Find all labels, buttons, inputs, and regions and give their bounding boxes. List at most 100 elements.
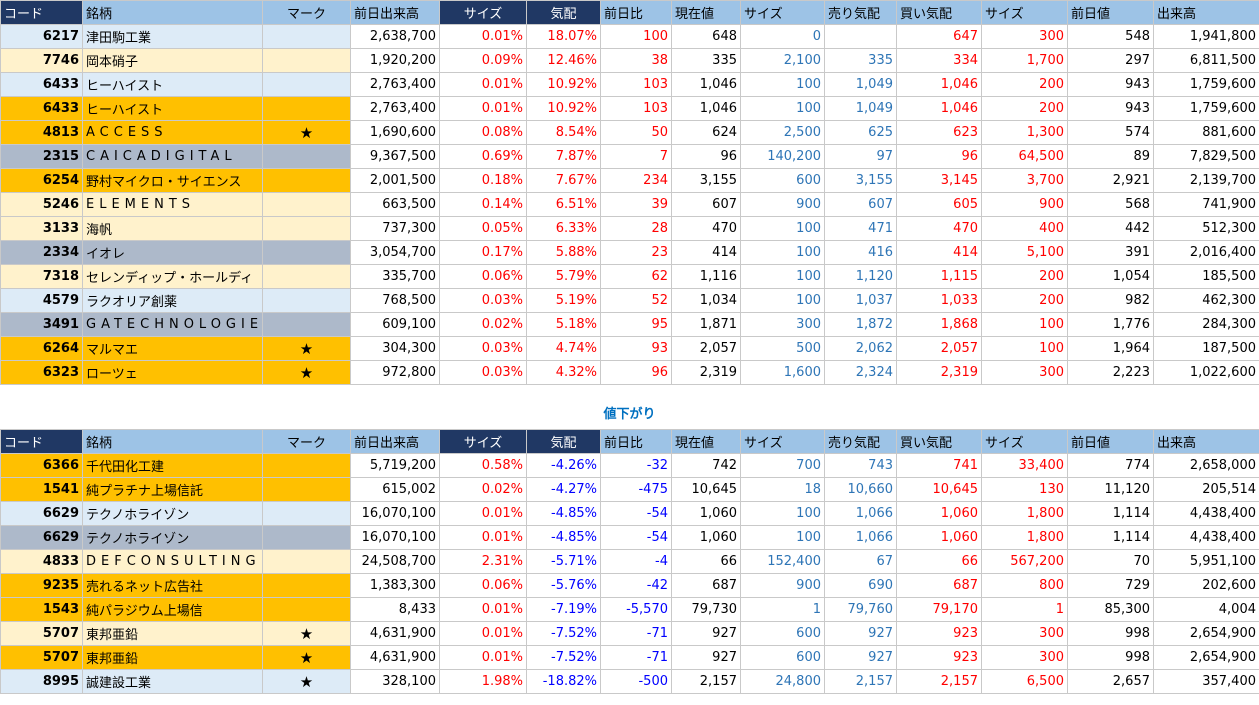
price-cell[interactable]: 1,034 <box>671 288 741 313</box>
change-cell[interactable]: -5,570 <box>600 597 672 622</box>
ask-cell[interactable]: 3,155 <box>824 168 897 193</box>
change-cell[interactable]: 103 <box>600 72 672 97</box>
stock-code[interactable]: 9235 <box>0 573 83 598</box>
ask-cell[interactable]: 1,037 <box>824 288 897 313</box>
stock-name[interactable]: テクノホライゾン <box>82 525 263 550</box>
stock-name[interactable]: ヒーハイスト <box>82 72 263 97</box>
prev-volume-cell[interactable]: 16,070,100 <box>350 501 440 526</box>
change-cell[interactable]: 103 <box>600 96 672 121</box>
prev-volume-cell[interactable]: 328,100 <box>350 669 440 694</box>
stock-name[interactable]: 誠建設工業 <box>82 669 263 694</box>
size1-cell[interactable]: 900 <box>740 573 825 598</box>
size-pct-cell[interactable]: 0.08% <box>439 120 527 145</box>
stock-name[interactable]: 純プラチナ上場信託 <box>82 477 263 502</box>
volume-cell[interactable]: 881,600 <box>1153 120 1259 145</box>
bid-cell[interactable]: 687 <box>896 573 982 598</box>
stock-code[interactable]: 6433 <box>0 72 83 97</box>
prev-volume-cell[interactable]: 2,763,400 <box>350 96 440 121</box>
prev-volume-cell[interactable]: 1,690,600 <box>350 120 440 145</box>
volume-cell[interactable]: 1,759,600 <box>1153 96 1259 121</box>
ask-cell[interactable]: 1,049 <box>824 72 897 97</box>
change-cell[interactable]: -475 <box>600 477 672 502</box>
size1-cell[interactable]: 700 <box>740 453 825 478</box>
header-name[interactable]: 銘柄 <box>82 429 263 454</box>
stock-name[interactable]: ヒーハイスト <box>82 96 263 121</box>
quote-pct-cell[interactable]: 8.54% <box>526 120 601 145</box>
price-cell[interactable]: 2,319 <box>671 360 741 385</box>
volume-cell[interactable]: 4,438,400 <box>1153 501 1259 526</box>
change-cell[interactable]: 23 <box>600 240 672 265</box>
size1-cell[interactable]: 2,100 <box>740 48 825 73</box>
quote-pct-cell[interactable]: -5.76% <box>526 573 601 598</box>
size2-cell[interactable]: 900 <box>981 192 1068 217</box>
bid-cell[interactable]: 2,319 <box>896 360 982 385</box>
prev-price-cell[interactable]: 2,223 <box>1067 360 1154 385</box>
size-pct-cell[interactable]: 0.01% <box>439 501 527 526</box>
stock-code[interactable]: 4813 <box>0 120 83 145</box>
size-pct-cell[interactable]: 0.01% <box>439 72 527 97</box>
stock-code[interactable]: 4833 <box>0 549 83 574</box>
table-row[interactable]: 2334 イオレ 3,054,700 0.17% 5.88% 23 414 100 416 414… <box>0 240 1259 265</box>
ask-cell[interactable]: 927 <box>824 645 897 670</box>
stock-code[interactable]: 1543 <box>0 597 83 622</box>
quote-pct-cell[interactable]: -4.85% <box>526 501 601 526</box>
size-pct-cell[interactable]: 0.01% <box>439 525 527 550</box>
size2-cell[interactable]: 567,200 <box>981 549 1068 574</box>
star-mark-icon[interactable] <box>262 453 351 478</box>
stock-name[interactable]: ACCESS <box>82 120 263 145</box>
quote-pct-cell[interactable]: -18.82% <box>526 669 601 694</box>
size1-cell[interactable]: 500 <box>740 336 825 361</box>
price-cell[interactable]: 2,157 <box>671 669 741 694</box>
price-cell[interactable]: 687 <box>671 573 741 598</box>
star-mark-icon[interactable] <box>262 96 351 121</box>
volume-cell[interactable]: 2,654,900 <box>1153 621 1259 646</box>
size1-cell[interactable]: 24,800 <box>740 669 825 694</box>
table-row[interactable]: 1543 純パラジウム上場信 8,433 0.01% -7.19% -5,570 79,73… <box>0 597 1259 622</box>
bid-cell[interactable]: 10,645 <box>896 477 982 502</box>
table-row[interactable]: 2315 CAICADIGITAL 9,367,500 0.69% 7.87% 7 96 14… <box>0 144 1259 169</box>
prev-volume-cell[interactable]: 335,700 <box>350 264 440 289</box>
stock-code[interactable]: 4579 <box>0 288 83 313</box>
size1-cell[interactable]: 600 <box>740 645 825 670</box>
header-mark[interactable]: マーク <box>262 0 351 25</box>
stock-name[interactable]: マルマエ <box>82 336 263 361</box>
change-cell[interactable]: 50 <box>600 120 672 145</box>
table-row[interactable]: 3133 海帆 737,300 0.05% 6.33% 28 470 100 471 470 400… <box>0 216 1259 241</box>
prev-price-cell[interactable]: 1,054 <box>1067 264 1154 289</box>
bid-cell[interactable]: 66 <box>896 549 982 574</box>
stock-code[interactable]: 6217 <box>0 24 83 49</box>
volume-cell[interactable]: 357,400 <box>1153 669 1259 694</box>
table-row[interactable]: 6264 マルマエ ★ 304,300 0.03% 4.74% 93 2,057 500 2,06… <box>0 336 1259 361</box>
ask-cell[interactable]: 1,049 <box>824 96 897 121</box>
table-row[interactable]: 7318 セレンディップ・ホールディ 335,700 0.06% 5.79% 62 1,11… <box>0 264 1259 289</box>
size2-cell[interactable]: 5,100 <box>981 240 1068 265</box>
size-pct-cell[interactable]: 0.14% <box>439 192 527 217</box>
quote-pct-cell[interactable]: 4.32% <box>526 360 601 385</box>
change-cell[interactable]: 28 <box>600 216 672 241</box>
prev-price-cell[interactable]: 89 <box>1067 144 1154 169</box>
change-cell[interactable]: -71 <box>600 621 672 646</box>
change-cell[interactable]: -500 <box>600 669 672 694</box>
prev-price-cell[interactable]: 442 <box>1067 216 1154 241</box>
volume-cell[interactable]: 4,004 <box>1153 597 1259 622</box>
price-cell[interactable]: 607 <box>671 192 741 217</box>
change-cell[interactable]: 234 <box>600 168 672 193</box>
volume-cell[interactable]: 2,658,000 <box>1153 453 1259 478</box>
header-name[interactable]: 銘柄 <box>82 0 263 25</box>
star-mark-icon[interactable] <box>262 240 351 265</box>
volume-cell[interactable]: 284,300 <box>1153 312 1259 337</box>
volume-cell[interactable]: 1,022,600 <box>1153 360 1259 385</box>
prev-price-cell[interactable]: 11,120 <box>1067 477 1154 502</box>
price-cell[interactable]: 624 <box>671 120 741 145</box>
ask-cell[interactable]: 1,066 <box>824 525 897 550</box>
bid-cell[interactable]: 96 <box>896 144 982 169</box>
price-cell[interactable]: 79,730 <box>671 597 741 622</box>
table-row[interactable]: 7746 岡本硝子 1,920,200 0.09% 12.46% 38 335 2,100 33… <box>0 48 1259 73</box>
bid-cell[interactable]: 741 <box>896 453 982 478</box>
prev-volume-cell[interactable]: 8,433 <box>350 597 440 622</box>
table-row[interactable]: 6629 テクノホライゾン 16,070,100 0.01% -4.85% -54 1,06… <box>0 501 1259 526</box>
prev-price-cell[interactable]: 85,300 <box>1067 597 1154 622</box>
prev-volume-cell[interactable]: 2,001,500 <box>350 168 440 193</box>
stock-name[interactable]: セレンディップ・ホールディ <box>82 264 263 289</box>
ask-cell[interactable]: 416 <box>824 240 897 265</box>
